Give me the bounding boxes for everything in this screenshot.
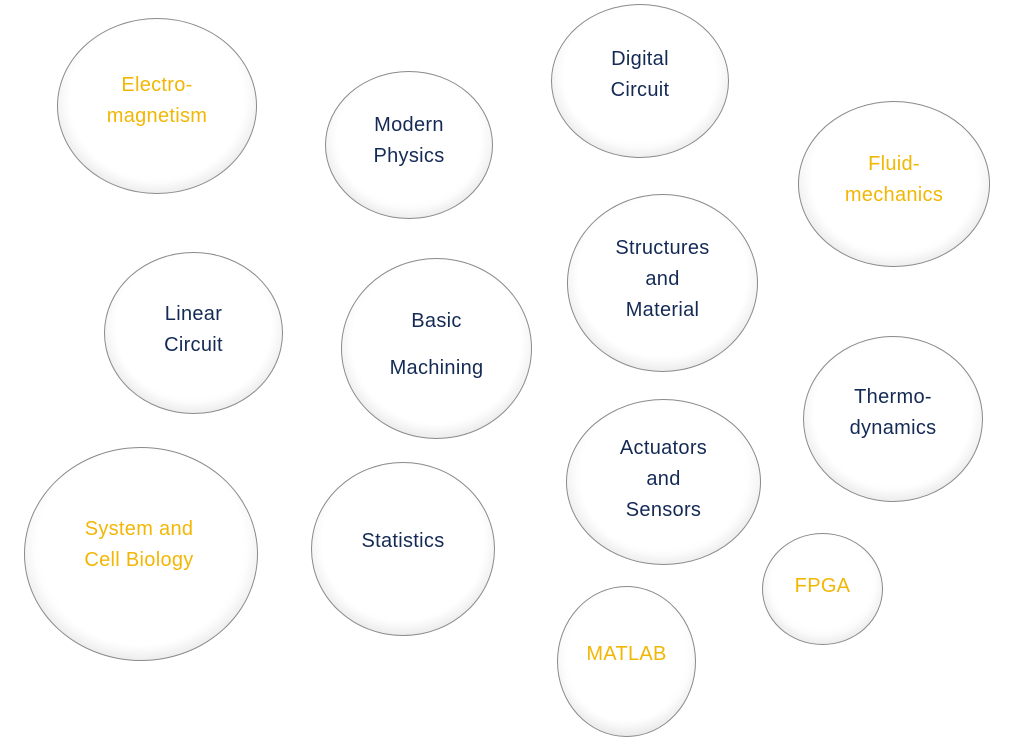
bubble-structures-material: Structures and Material — [567, 194, 758, 372]
bubble-statistics: Statistics — [311, 462, 495, 636]
bubble-system-cell-biology-label: System and Cell Biology — [84, 514, 193, 576]
bubble-basic-machining-line2: Machining — [389, 356, 484, 379]
bubble-thermodynamics-line2: dynamics — [849, 417, 937, 439]
bubble-fluid-mechanics-label: Fluid- mechanics — [845, 149, 943, 211]
bubble-actuators-sensors-line2: and — [646, 467, 681, 490]
bubble-electromagnetism-line1: Electro- — [121, 74, 193, 96]
bubble-structures-material-line2: and — [645, 267, 680, 290]
bubble-matlab-line1: MATLAB — [586, 643, 667, 665]
bubble-linear-circuit-line1: Linear — [164, 303, 223, 325]
bubble-basic-machining-spacer — [390, 337, 484, 353]
bubble-basic-machining-line1: Basic — [411, 309, 462, 332]
bubble-structures-material-line3: Material — [625, 298, 700, 321]
bubble-thermodynamics: Thermo- dynamics — [803, 336, 983, 502]
bubble-actuators-sensors-label: Actuators and Sensors — [620, 433, 707, 526]
bubble-statistics-line1: Statistics — [361, 529, 445, 552]
bubble-system-cell-biology-line1: System and — [84, 518, 194, 540]
bubble-modern-physics: Modern Physics — [325, 71, 493, 219]
bubble-digital-circuit-label: Digital Circuit — [611, 44, 670, 106]
bubble-linear-circuit: Linear Circuit — [104, 252, 283, 414]
bubble-matlab: MATLAB — [557, 586, 696, 737]
bubble-fpga-label: FPGA — [795, 571, 851, 602]
bubble-digital-circuit-line1: Digital — [611, 48, 669, 70]
bubble-structures-material-label: Structures and Material — [615, 233, 709, 326]
bubble-fpga: FPGA — [762, 533, 883, 645]
bubble-linear-circuit-label: Linear Circuit — [164, 299, 223, 361]
bubble-fluid-mechanics-line2: mechanics — [844, 184, 944, 206]
bubble-basic-machining-label: Basic Machining — [390, 306, 484, 384]
bubble-electromagnetism-line2: magnetism — [106, 105, 208, 127]
bubble-digital-circuit-line2: Circuit — [610, 79, 670, 101]
bubble-electromagnetism-label: Electro- magnetism — [107, 70, 208, 132]
bubble-actuators-sensors: Actuators and Sensors — [566, 399, 761, 565]
bubble-thermodynamics-label: Thermo- dynamics — [850, 382, 937, 444]
bubble-electromagnetism: Electro- magnetism — [57, 18, 257, 194]
bubble-matlab-label: MATLAB — [586, 639, 666, 670]
bubble-modern-physics-line1: Modern — [374, 114, 444, 136]
bubble-modern-physics-line2: Physics — [373, 145, 445, 167]
bubble-fluid-mechanics: Fluid- mechanics — [798, 101, 990, 267]
bubble-thermodynamics-line1: Thermo- — [854, 386, 932, 408]
bubble-linear-circuit-line2: Circuit — [164, 334, 223, 356]
bubble-modern-physics-label: Modern Physics — [373, 110, 444, 172]
bubble-system-cell-biology-line2: Cell Biology — [84, 549, 194, 571]
bubble-actuators-sensors-line1: Actuators — [619, 436, 708, 459]
bubble-system-cell-biology: System and Cell Biology — [24, 447, 258, 661]
bubble-statistics-label: Statistics — [361, 526, 444, 557]
bubble-digital-circuit: Digital Circuit — [551, 4, 729, 158]
bubble-fpga-line1: FPGA — [794, 574, 851, 597]
bubble-basic-machining: Basic Machining — [341, 258, 532, 439]
bubble-fluid-mechanics-line1: Fluid- — [868, 153, 920, 175]
bubble-actuators-sensors-line3: Sensors — [625, 498, 702, 521]
bubble-structures-material-line1: Structures — [615, 236, 710, 259]
